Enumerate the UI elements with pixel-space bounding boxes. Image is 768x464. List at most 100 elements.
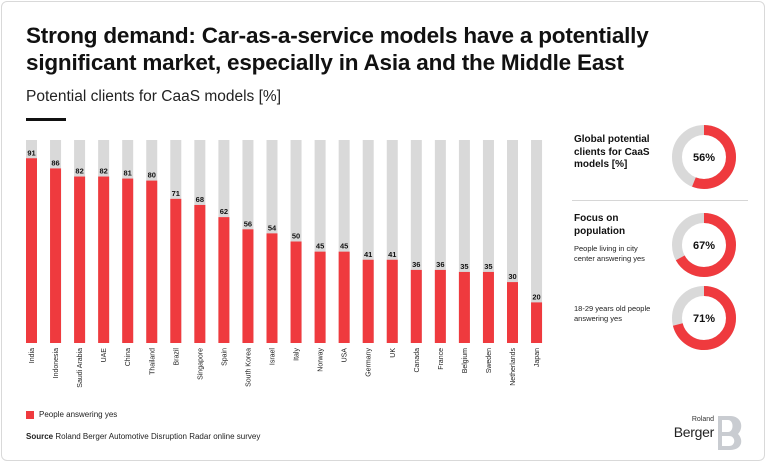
value-label-south-korea: 56 [244, 219, 252, 228]
bar-china [122, 178, 134, 343]
value-label-thailand: 80 [148, 171, 156, 180]
category-label-canada: Canada [414, 348, 421, 373]
legend: People answering yes [26, 410, 117, 419]
category-label-belgium: Belgium [462, 348, 469, 373]
bar-uk [386, 259, 398, 343]
logo-bottom-text: Berger [673, 424, 715, 440]
bar-spain [218, 217, 230, 343]
bar-singapore [194, 204, 206, 343]
category-label-netherlands: Netherlands [510, 348, 517, 386]
category-label-israel: Israel [270, 348, 277, 366]
source-note: Source Roland Berger Automotive Disrupti… [26, 432, 260, 441]
logo-top-text: Roland [691, 416, 714, 423]
value-label-japan: 20 [532, 292, 540, 301]
value-label-usa: 45 [340, 242, 348, 251]
value-label-uae: 82 [99, 167, 107, 176]
bar-track-sweden [482, 140, 494, 343]
roland-berger-logo: Roland Berger [668, 410, 748, 454]
value-label-italy: 50 [292, 232, 300, 241]
category-label-usa: USA [342, 348, 349, 363]
bar-uae [98, 176, 110, 343]
bar-track-belgium [458, 140, 470, 343]
bar-thailand [146, 180, 158, 343]
side-divider-top [572, 200, 748, 201]
value-label-china: 81 [124, 169, 132, 178]
donut-label-global: 56% [693, 152, 715, 164]
category-label-uk: UK [390, 348, 397, 358]
category-label-brazil: Brazil [173, 348, 180, 366]
bar-track-usa [338, 140, 350, 343]
bar-track-netherlands [507, 140, 518, 343]
bar-norway [314, 251, 326, 343]
value-label-germany: 41 [364, 250, 372, 259]
chart-subtitle: Potential clients for CaaS models [%] [26, 88, 282, 105]
source-label: Source [26, 432, 54, 441]
bar-indonesia [50, 168, 62, 343]
global-heading: Global potential clients for CaaS models… [574, 134, 650, 170]
category-label-spain: Spain [221, 348, 228, 366]
chart-title: Strong demand: Car-as-a-service models h… [26, 23, 649, 75]
value-label-netherlands: 30 [508, 272, 516, 281]
category-label-thailand: Thailand [149, 348, 156, 375]
bar-usa [338, 251, 350, 343]
donut-label-city-center: 67% [693, 240, 715, 252]
bar-track-canada [410, 140, 422, 343]
bar-saudi-arabia [74, 176, 86, 343]
category-label-saudi-arabia: Saudi Arabia [77, 348, 84, 388]
value-label-spain: 62 [220, 207, 228, 216]
value-label-indonesia: 86 [51, 158, 59, 167]
bar-track-norway [314, 140, 326, 343]
bar-india [26, 158, 37, 343]
bar-germany [362, 259, 374, 343]
bar-track-france [434, 140, 446, 343]
bar-track-germany [362, 140, 374, 343]
bar-israel [266, 233, 278, 343]
category-label-uae: UAE [101, 348, 108, 363]
category-label-singapore: Singapore [197, 348, 204, 380]
value-label-belgium: 35 [460, 262, 468, 271]
category-label-norway: Norway [318, 348, 325, 372]
donut-arc-young-people [672, 286, 736, 350]
donut-arc-city-center [672, 213, 736, 277]
source-text: Roland Berger Automotive Disruption Rada… [55, 432, 261, 441]
category-label-south-korea: South Korea [245, 348, 252, 387]
bar-italy [290, 241, 302, 343]
subtitle-rule [26, 118, 66, 121]
category-label-sweden: Sweden [486, 348, 493, 373]
bar-track-uk [386, 140, 398, 343]
value-label-singapore: 68 [196, 195, 204, 204]
category-label-italy: Italy [294, 348, 301, 361]
bar-france [434, 269, 446, 343]
bar-japan [531, 302, 543, 343]
value-label-saudi-arabia: 82 [75, 167, 83, 176]
legend-swatch [26, 410, 34, 419]
value-label-israel: 54 [268, 223, 277, 232]
bar-belgium [458, 271, 470, 343]
value-label-canada: 36 [412, 260, 420, 269]
donut-label-young-people: 71% [693, 313, 715, 325]
population-heading: Focus on population [574, 213, 626, 237]
value-label-brazil: 71 [172, 189, 180, 198]
value-label-india: 91 [27, 148, 35, 157]
value-label-sweden: 35 [484, 262, 492, 271]
city-center-text: People living in city center answering y… [574, 244, 645, 263]
bar-south-korea [242, 229, 254, 343]
category-label-japan: Japan [534, 348, 541, 367]
logo-mark-icon [718, 416, 742, 450]
value-label-france: 36 [436, 260, 444, 269]
bar-netherlands [507, 282, 518, 343]
value-label-norway: 45 [316, 242, 324, 251]
bar-canada [410, 269, 422, 343]
legend-label: People answering yes [39, 410, 118, 419]
category-label-india: India [29, 348, 36, 363]
bar-brazil [170, 198, 182, 343]
category-label-indonesia: Indonesia [53, 348, 60, 378]
bar-sweden [482, 271, 494, 343]
category-label-germany: Germany [366, 348, 373, 377]
donut-arc-global [672, 125, 736, 189]
bar-track-japan [531, 140, 543, 343]
category-label-france: France [438, 348, 445, 370]
category-label-china: China [125, 348, 132, 366]
